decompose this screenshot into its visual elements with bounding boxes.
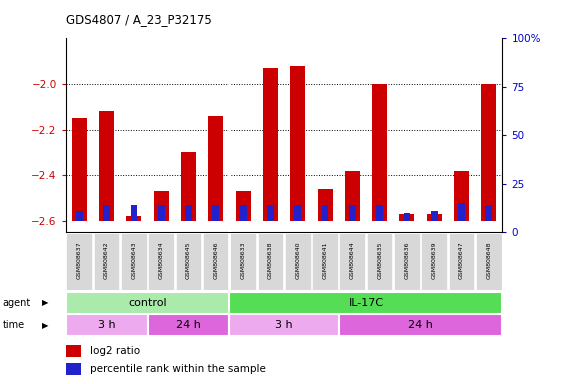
Text: GSM808634: GSM808634 — [159, 242, 164, 279]
Bar — [349, 205, 356, 221]
Text: GSM808643: GSM808643 — [131, 242, 136, 279]
Bar — [431, 211, 437, 221]
Text: 24 h: 24 h — [176, 320, 201, 330]
Text: percentile rank within the sample: percentile rank within the sample — [90, 364, 266, 374]
Text: GSM808640: GSM808640 — [295, 242, 300, 279]
Text: GSM808633: GSM808633 — [240, 242, 246, 279]
Bar — [66, 314, 147, 336]
FancyBboxPatch shape — [340, 233, 365, 291]
Bar — [236, 191, 251, 221]
Bar — [72, 118, 87, 221]
Bar — [427, 214, 442, 221]
Text: log2 ratio: log2 ratio — [90, 346, 140, 356]
Bar — [147, 314, 230, 336]
Text: GSM808637: GSM808637 — [77, 242, 82, 279]
Text: control: control — [128, 298, 167, 308]
FancyBboxPatch shape — [312, 233, 338, 291]
Text: GSM808635: GSM808635 — [377, 242, 382, 279]
Bar — [290, 66, 305, 221]
Text: GDS4807 / A_23_P32175: GDS4807 / A_23_P32175 — [66, 13, 211, 26]
Text: GSM808642: GSM808642 — [104, 242, 109, 279]
Text: ▶: ▶ — [42, 298, 49, 307]
Text: GSM808647: GSM808647 — [459, 242, 464, 279]
Bar — [230, 292, 502, 314]
FancyBboxPatch shape — [121, 233, 147, 291]
FancyBboxPatch shape — [203, 233, 228, 291]
Bar — [185, 205, 192, 221]
Bar — [126, 216, 142, 221]
Text: 3 h: 3 h — [98, 320, 115, 330]
Bar — [458, 204, 465, 221]
Bar — [181, 152, 196, 221]
Bar — [158, 205, 164, 221]
Text: ▶: ▶ — [42, 321, 49, 329]
Bar — [339, 314, 502, 336]
Bar — [481, 84, 496, 221]
Bar — [212, 205, 219, 221]
FancyBboxPatch shape — [258, 233, 283, 291]
Text: 24 h: 24 h — [408, 320, 433, 330]
Text: GSM808636: GSM808636 — [404, 242, 409, 279]
Bar — [66, 292, 230, 314]
Text: agent: agent — [3, 298, 31, 308]
Bar — [267, 205, 274, 221]
Text: GSM808646: GSM808646 — [214, 242, 218, 279]
Bar — [131, 205, 138, 221]
FancyBboxPatch shape — [94, 233, 119, 291]
Bar — [485, 205, 492, 221]
Bar — [66, 345, 81, 357]
Bar — [230, 314, 339, 336]
Bar — [76, 211, 83, 221]
Bar — [404, 213, 411, 221]
FancyBboxPatch shape — [449, 233, 475, 291]
Bar — [66, 363, 81, 375]
Bar — [208, 116, 223, 221]
Text: time: time — [3, 320, 25, 330]
Bar — [103, 205, 110, 221]
Text: GSM808644: GSM808644 — [350, 242, 355, 279]
FancyBboxPatch shape — [66, 233, 92, 291]
Text: GSM808639: GSM808639 — [432, 242, 437, 279]
FancyBboxPatch shape — [476, 233, 502, 291]
Text: IL-17C: IL-17C — [348, 298, 384, 308]
Bar — [321, 205, 328, 221]
Text: GSM808648: GSM808648 — [486, 242, 491, 279]
Text: GSM808638: GSM808638 — [268, 242, 273, 279]
Text: GSM808641: GSM808641 — [323, 242, 328, 279]
Text: GSM808645: GSM808645 — [186, 242, 191, 279]
Bar — [294, 205, 301, 221]
Bar — [454, 171, 469, 221]
FancyBboxPatch shape — [285, 233, 311, 291]
Bar — [240, 205, 247, 221]
Bar — [376, 205, 383, 221]
Bar — [317, 189, 332, 221]
FancyBboxPatch shape — [394, 233, 420, 291]
Bar — [263, 68, 278, 221]
FancyBboxPatch shape — [367, 233, 392, 291]
Bar — [400, 214, 415, 221]
Bar — [345, 171, 360, 221]
FancyBboxPatch shape — [176, 233, 202, 291]
Bar — [99, 111, 114, 221]
Bar — [372, 84, 387, 221]
Bar — [154, 191, 168, 221]
FancyBboxPatch shape — [148, 233, 174, 291]
FancyBboxPatch shape — [421, 233, 447, 291]
Text: 3 h: 3 h — [275, 320, 293, 330]
FancyBboxPatch shape — [230, 233, 256, 291]
